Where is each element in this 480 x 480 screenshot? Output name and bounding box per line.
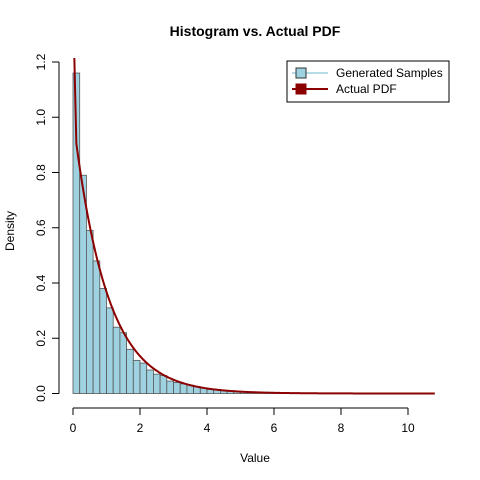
histogram-bar (106, 307, 114, 394)
y-axis: 0.0 0.2 0.4 0.6 0.8 1.0 1.2 (34, 53, 60, 402)
x-tick-label: 2 (137, 421, 144, 435)
y-tick-label: 0.6 (34, 219, 48, 236)
histogram-bar (152, 373, 161, 394)
y-tick-label: 1.2 (34, 53, 48, 70)
legend-pdf-swatch (295, 83, 307, 95)
x-axis-label: Value (240, 451, 270, 465)
y-tick-label: 0.0 (34, 385, 48, 402)
histogram-bars (72, 72, 288, 394)
y-axis-label: Density (3, 211, 17, 251)
histogram-bar (92, 260, 101, 394)
x-tick-label: 4 (204, 421, 211, 435)
x-tick-label: 0 (70, 421, 77, 435)
histogram-bar (166, 380, 174, 394)
x-tick-label: 8 (338, 421, 345, 435)
histogram-bar (179, 383, 188, 394)
y-tick-label: 0.4 (34, 274, 48, 291)
histogram-bar (159, 375, 168, 394)
legend-box (286, 60, 450, 103)
histogram-bar (146, 369, 154, 394)
histogram-bar (139, 362, 148, 394)
y-tick-label: 1.0 (34, 109, 48, 126)
x-axis: 0 2 4 6 8 10 (70, 407, 415, 435)
legend: Generated Samples Actual PDF (286, 60, 450, 103)
histogram-bar (86, 230, 94, 394)
histogram-bar (173, 382, 181, 394)
chart-title: Histogram vs. Actual PDF (170, 23, 341, 39)
histogram-bar (119, 332, 128, 394)
y-tick-label: 0.2 (34, 330, 48, 347)
legend-pdf-label: Actual PDF (336, 82, 397, 96)
histogram-bar (126, 348, 134, 394)
histogram-bar (112, 326, 121, 394)
pdf-curve (73, 57, 435, 395)
legend-samples-swatch (295, 67, 307, 79)
x-tick-label: 6 (271, 421, 278, 435)
legend-samples-label: Generated Samples (336, 66, 443, 80)
histogram-bar (132, 359, 141, 394)
x-tick-label: 10 (401, 421, 415, 435)
histogram-bar (99, 288, 107, 394)
y-tick-label: 0.8 (34, 164, 48, 181)
